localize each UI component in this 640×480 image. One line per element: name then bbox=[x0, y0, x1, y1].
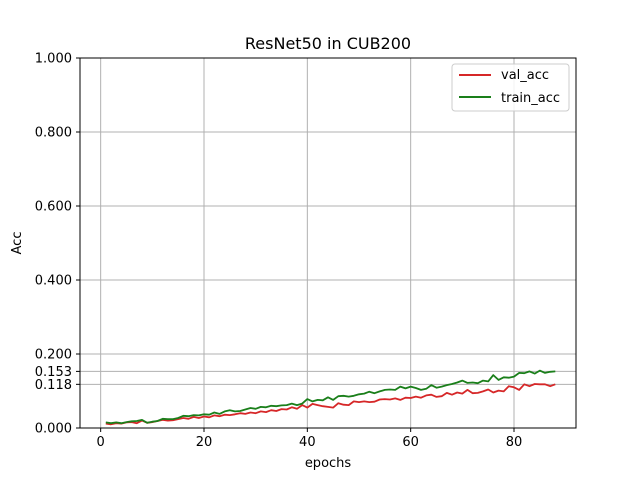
series-line-val-acc bbox=[105, 383, 556, 426]
y-tick-label: 1.000 bbox=[35, 52, 72, 67]
chart-title: ResNet50 in CUB200 bbox=[245, 34, 411, 53]
y-axis-label: Acc bbox=[10, 232, 25, 255]
y-tick-label: 0.600 bbox=[35, 200, 72, 215]
y-tick-label: 0.000 bbox=[35, 422, 72, 437]
y-tick-label: 0.153 bbox=[35, 365, 72, 380]
plot-area-frame bbox=[79, 57, 577, 429]
x-axis-ticks: 0 20 40 60 80 bbox=[97, 428, 523, 450]
grid-lines bbox=[80, 57, 576, 429]
x-tick-label: 0 bbox=[97, 435, 105, 450]
y-tick-label: 0.800 bbox=[35, 126, 72, 141]
legend-label-train-acc: train_acc bbox=[501, 91, 560, 106]
y-tick-label: 0.200 bbox=[35, 348, 72, 363]
y-tick-label: 0.118 bbox=[35, 378, 72, 393]
x-tick-label: 40 bbox=[299, 435, 316, 450]
x-tick-label: 60 bbox=[402, 435, 419, 450]
series-lines bbox=[105, 369, 556, 426]
x-tick-label: 20 bbox=[196, 435, 213, 450]
y-tick-label: 0.400 bbox=[35, 274, 72, 289]
series-line-train-acc bbox=[105, 369, 556, 425]
legend-label-val-acc: val_acc bbox=[501, 68, 549, 83]
x-axis-label: epochs bbox=[305, 456, 352, 471]
legend: val_acc train_acc bbox=[451, 63, 570, 112]
x-tick-label: 80 bbox=[506, 435, 523, 450]
